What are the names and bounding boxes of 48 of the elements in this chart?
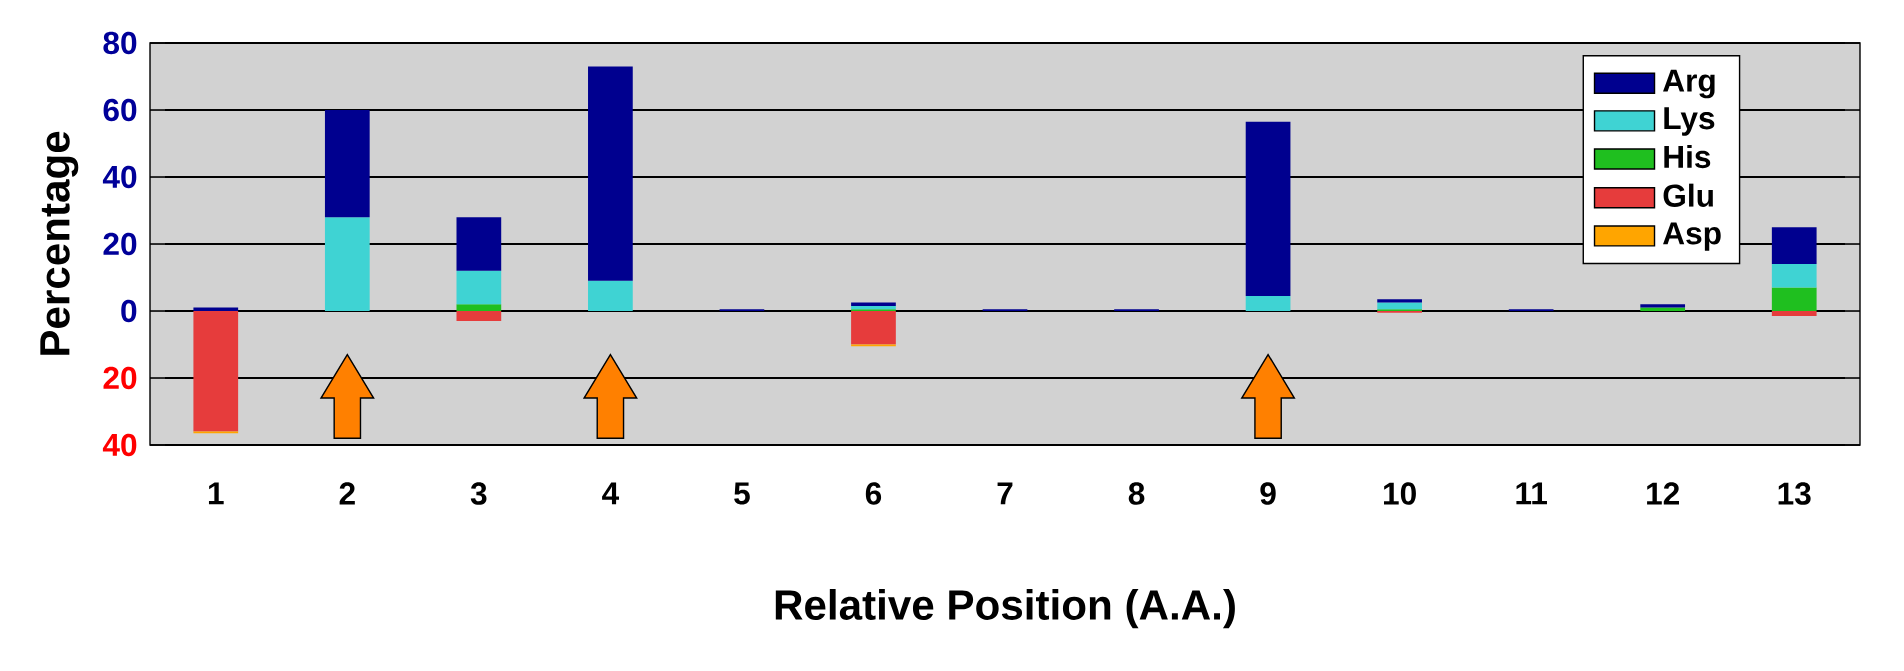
x-axis-title: Relative Position (A.A.) [775, 589, 1235, 629]
y-tick-label: 60 [103, 98, 137, 122]
y-tick-label: 20 [103, 232, 137, 256]
y-axis-title: Percentage [40, 131, 79, 355]
legend-label: His [1664, 144, 1711, 169]
x-tick-label: 8 [1128, 482, 1145, 505]
bar [456, 217, 502, 271]
y-tick-label: 40 [102, 433, 137, 457]
x-tick-label: 11 [1516, 482, 1547, 505]
y-tick-label: 40 [102, 165, 137, 189]
legend-label: Glu [1663, 183, 1713, 207]
legend-label: Asp [1663, 222, 1721, 251]
bar [588, 280, 633, 311]
bar [1771, 264, 1817, 288]
bar [456, 304, 502, 311]
bar [1771, 227, 1817, 265]
y-tick-label: 80 [103, 31, 137, 55]
x-tick-label: 2 [339, 482, 355, 505]
bar [588, 66, 633, 281]
x-tick-label: 13 [1778, 482, 1811, 505]
bar [324, 109, 370, 218]
bar [1377, 302, 1422, 310]
x-tick-label: 3 [470, 482, 487, 505]
bar [1377, 299, 1422, 303]
bar [1245, 295, 1291, 311]
legend-label: Arg [1663, 69, 1715, 99]
y-tick-label: 0 [121, 299, 137, 323]
y-tick-label: 20 [103, 366, 137, 390]
bar [851, 310, 896, 345]
bar [324, 217, 370, 311]
bar [456, 310, 502, 322]
x-tick-label: 10 [1384, 482, 1416, 505]
bar [851, 302, 896, 306]
bar [851, 305, 896, 310]
x-tick-label: 7 [997, 482, 1013, 505]
x-tick-label: 1 [208, 482, 224, 505]
bar [1771, 287, 1817, 311]
x-tick-label: 4 [602, 482, 620, 505]
bar [456, 270, 502, 305]
x-tick-label: 9 [1260, 482, 1276, 505]
bar [193, 310, 239, 432]
x-tick-label: 12 [1647, 482, 1679, 505]
x-tick-label: 6 [865, 482, 882, 505]
x-tick-label: 5 [734, 482, 750, 505]
bar [1771, 310, 1817, 317]
bar [193, 307, 239, 311]
bar [1245, 121, 1291, 296]
legend-label: Lys [1664, 107, 1715, 136]
